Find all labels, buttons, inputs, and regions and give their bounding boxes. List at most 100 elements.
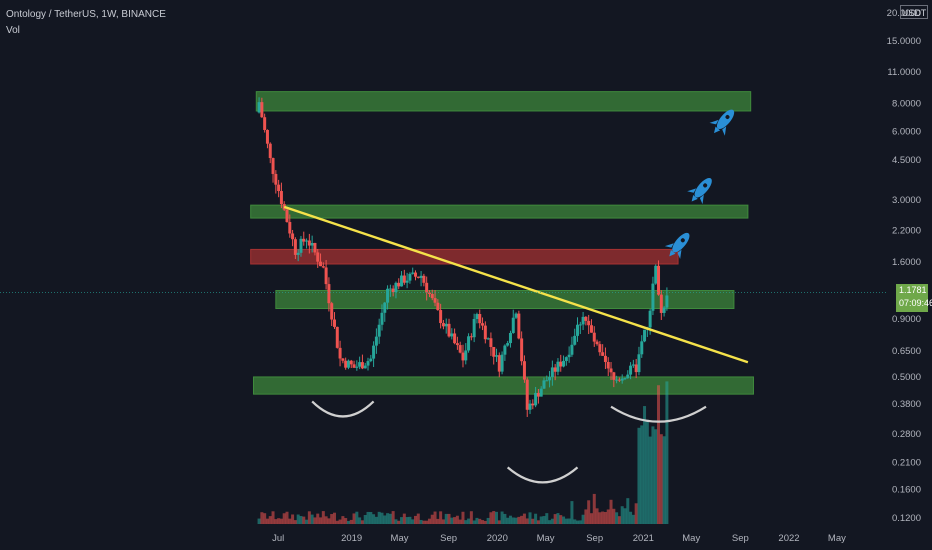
rocket-icon[interactable] (706, 104, 741, 140)
candle-body[interactable] (464, 350, 468, 361)
candle-body[interactable] (369, 358, 373, 362)
candle-body[interactable] (598, 344, 602, 353)
support-zone[interactable] (250, 204, 749, 219)
candle-body[interactable] (651, 283, 655, 311)
candle-body[interactable] (626, 374, 630, 379)
candle-body[interactable] (508, 332, 512, 344)
candle-body[interactable] (444, 323, 448, 327)
candle-body[interactable] (517, 313, 521, 339)
candle-body[interactable] (413, 272, 417, 277)
candle-body[interactable] (634, 364, 638, 373)
candle-body[interactable] (522, 361, 526, 380)
support-zone[interactable] (252, 376, 754, 395)
candle-body[interactable] (458, 345, 462, 353)
candle-body[interactable] (391, 288, 395, 293)
candle-body[interactable] (623, 378, 627, 380)
candle-body[interactable] (355, 366, 359, 368)
candle-body[interactable] (316, 252, 320, 262)
candle-body[interactable] (296, 252, 300, 255)
candle-body[interactable] (388, 288, 392, 290)
candle-body[interactable] (534, 392, 538, 406)
candle-body[interactable] (360, 362, 364, 369)
candle-body[interactable] (321, 266, 325, 268)
candle-body[interactable] (500, 354, 504, 372)
candle-body[interactable] (497, 355, 501, 372)
candle-body[interactable] (344, 360, 348, 368)
candle-body[interactable] (279, 191, 283, 205)
candle-body[interactable] (592, 332, 596, 342)
candle-body[interactable] (319, 261, 323, 267)
symbol-line[interactable]: Ontology / TetherUS, 1W, BINANCE (6, 9, 166, 20)
candle-body[interactable] (531, 403, 535, 406)
candle-body[interactable] (550, 367, 554, 378)
candle-body[interactable] (366, 361, 370, 366)
candle-body[interactable] (260, 102, 264, 118)
candle-body[interactable] (601, 352, 605, 356)
candle-body[interactable] (570, 344, 574, 355)
candle-body[interactable] (631, 364, 635, 366)
candle-body[interactable] (425, 282, 429, 293)
candle-body[interactable] (481, 323, 485, 326)
candle-body[interactable] (548, 377, 552, 381)
candle-body[interactable] (576, 324, 580, 336)
candle-body[interactable] (486, 338, 490, 340)
candle-body[interactable] (559, 361, 563, 367)
candle-body[interactable] (335, 326, 339, 348)
candle-body[interactable] (643, 329, 647, 342)
candle-body[interactable] (277, 184, 281, 192)
candle-body[interactable] (503, 345, 507, 355)
candle-body[interactable] (430, 294, 434, 299)
candle-body[interactable] (640, 341, 644, 355)
resistance-zone[interactable] (250, 248, 679, 265)
candle-body[interactable] (327, 284, 331, 304)
candle-body[interactable] (587, 320, 591, 326)
candle-body[interactable] (528, 403, 532, 410)
candle-body[interactable] (520, 338, 524, 362)
candle-body[interactable] (285, 209, 289, 223)
support-zone[interactable] (255, 91, 752, 112)
candle-body[interactable] (562, 360, 566, 367)
cup-arc[interactable] (311, 400, 375, 418)
candle-body[interactable] (603, 355, 607, 362)
candle-body[interactable] (539, 388, 543, 397)
candle-body[interactable] (341, 358, 345, 361)
candle-body[interactable] (453, 333, 457, 344)
candle-body[interactable] (380, 312, 384, 325)
candle-body[interactable] (455, 343, 459, 346)
candle-body[interactable] (265, 129, 269, 144)
candle-body[interactable] (506, 343, 510, 346)
candle-body[interactable] (402, 275, 406, 283)
candle-body[interactable] (416, 276, 420, 278)
candle-body[interactable] (400, 275, 404, 287)
candle-body[interactable] (352, 364, 356, 368)
candle-body[interactable] (441, 323, 445, 327)
candle-body[interactable] (349, 360, 353, 365)
candle-body[interactable] (408, 273, 412, 281)
candle-body[interactable] (469, 336, 473, 338)
candle-body[interactable] (282, 204, 286, 210)
support-zone[interactable] (275, 290, 735, 310)
candle-body[interactable] (609, 368, 613, 373)
cup-arc[interactable] (506, 466, 579, 484)
candle-body[interactable] (556, 361, 560, 372)
candle-body[interactable] (492, 346, 496, 357)
candle-body[interactable] (377, 324, 381, 337)
candle-body[interactable] (324, 267, 328, 285)
candle-body[interactable] (363, 365, 367, 369)
candle-body[interactable] (578, 324, 582, 326)
currency-badge[interactable]: USDT (900, 5, 928, 19)
candle-body[interactable] (383, 302, 387, 313)
candle-body[interactable] (291, 233, 295, 240)
candle-body[interactable] (495, 355, 499, 357)
candle-body[interactable] (386, 288, 390, 303)
candle-body[interactable] (411, 272, 415, 274)
candle-body[interactable] (358, 362, 362, 367)
candle-body[interactable] (332, 319, 336, 327)
candle-body[interactable] (511, 317, 515, 333)
candle-body[interactable] (450, 333, 454, 337)
candle-body[interactable] (612, 372, 616, 380)
candle-body[interactable] (567, 354, 571, 358)
trendline[interactable] (283, 205, 749, 364)
candle-body[interactable] (436, 302, 440, 311)
